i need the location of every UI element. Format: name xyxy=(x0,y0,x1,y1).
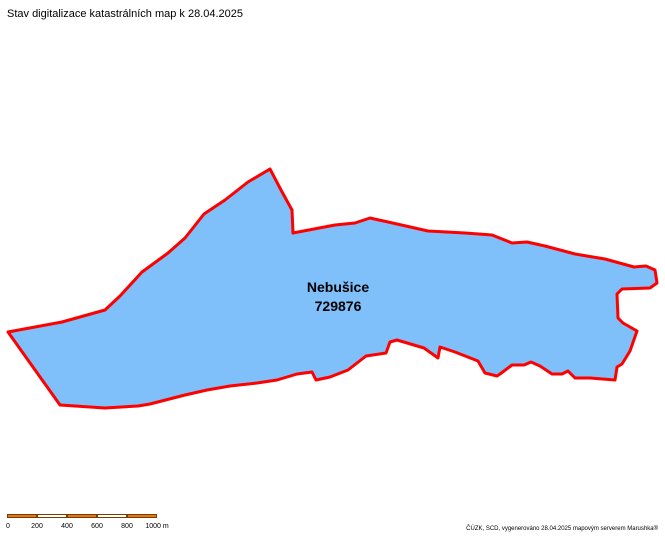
scale-label-200: 200 xyxy=(31,523,43,530)
scale-segment xyxy=(97,514,127,518)
scale-label-600: 600 xyxy=(91,523,103,530)
scale-segment xyxy=(7,514,37,518)
parcel-code-label: 729876 xyxy=(315,298,362,314)
map-credits: ČÚZK, SCD, vygenerováno 28.04.2025 mapov… xyxy=(466,526,658,532)
scale-segment xyxy=(127,514,157,518)
scale-label-800: 800 xyxy=(121,523,133,530)
parcel-name-label: Nebušice xyxy=(307,279,369,295)
scale-label-1000: 1000 m xyxy=(145,523,169,530)
scale-segment xyxy=(37,514,67,518)
scale-label-400: 400 xyxy=(61,523,73,530)
map-title: Stav digitalizace katastrálních map k 28… xyxy=(7,8,244,20)
scale-segment xyxy=(67,514,97,518)
cadastral-area-polygon[interactable] xyxy=(6,167,659,410)
scale-bar: 0 200 400 600 800 1000 m xyxy=(6,514,169,534)
scale-label-0: 0 xyxy=(6,523,10,530)
